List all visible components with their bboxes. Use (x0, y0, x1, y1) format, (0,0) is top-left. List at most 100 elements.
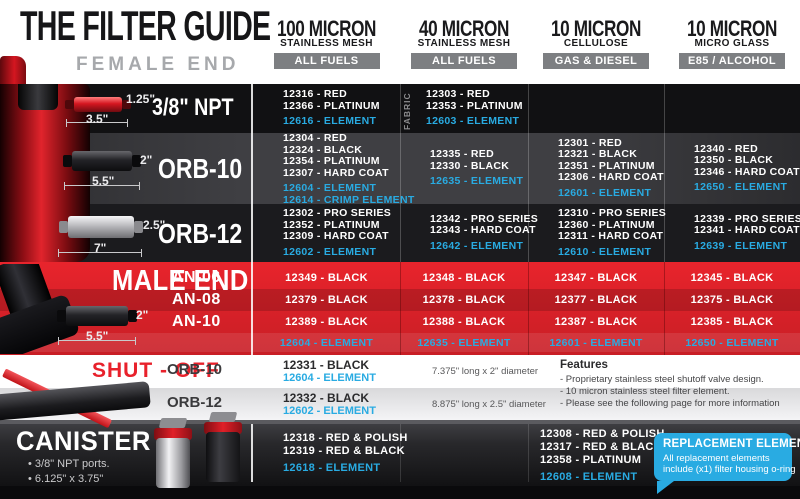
part-number: 12318 - RED & POLISH (283, 432, 408, 444)
part-number: 12343 - HARD COAT (430, 224, 536, 237)
element-part-number: 12650 - ELEMENT (694, 181, 788, 193)
cell-an08-40micron: 12378 - BLACK (422, 294, 506, 306)
cell-an10-40micron: 12388 - BLACK (422, 316, 506, 328)
column-divider (528, 84, 529, 262)
feature-item: - 10 micron stainless steel filter eleme… (560, 386, 730, 397)
row-npt: 1.25" 3.5" 3/8" NPT 12316 - RED 12366 - … (0, 84, 800, 133)
dimension-length: 5.5" (92, 174, 115, 188)
cell-orb12-microglass: 12339 - PRO SERIES 12341 - HARD COAT 126… (664, 204, 800, 262)
part-number: 12304 - RED (283, 132, 347, 144)
part-number: 12308 - RED & POLISH (540, 428, 665, 440)
column-media: MICRO GLASS (694, 38, 770, 49)
part-number: 12360 - PLATINUM (558, 218, 655, 231)
part-number: 12330 - BLACK (430, 159, 510, 172)
cell-orb10-40micron: 12335 - RED 12330 - BLACK 12635 - ELEMEN… (400, 133, 528, 204)
part-number: 12342 - PRO SERIES (430, 212, 539, 225)
part-number: 12310 - PRO SERIES (558, 207, 667, 219)
part-number: 12311 - HARD COAT (558, 230, 664, 242)
cell-npt-40micron: 12303 - RED 12353 - PLATINUM 12603 - ELE… (400, 84, 528, 133)
canister-title: CANISTER (16, 426, 151, 456)
callout-text: All replacement elements (663, 453, 770, 464)
column-media: CELLULOSE (563, 38, 629, 49)
column-divider (528, 262, 529, 355)
part-number: 12307 - HARD COAT (283, 166, 389, 179)
element-part-number: 12618 - ELEMENT (283, 462, 381, 474)
row-label-an10: AN-10 (172, 313, 221, 330)
element-part-number: 12635 - ELEMENT (430, 175, 524, 188)
part-number: 12332 - BLACK (283, 391, 370, 405)
part-number: 12353 - PLATINUM (426, 99, 523, 112)
size-note: 7.375" long x 2" diameter (432, 366, 539, 377)
column-header-10-micron-cellulose: 10 MICRON CELLULOSE GAS & DIESEL (528, 18, 664, 69)
part-number: 12301 - RED (558, 136, 622, 149)
column-divider (528, 424, 529, 482)
cell-an08-100micron: 12379 - BLACK (285, 294, 368, 306)
part-number: 12351 - PLATINUM (558, 159, 655, 172)
black-filter-image (57, 306, 137, 326)
male-end-section (0, 262, 800, 355)
element-part-number: 12604 - ELEMENT (283, 182, 377, 194)
part-number: 12350 - BLACK (694, 154, 774, 166)
part-number: 12306 - HARD COAT (558, 171, 664, 184)
dimension-line (58, 249, 142, 257)
row-label-an06: AN-06 (172, 269, 221, 286)
bottom-bar (0, 486, 800, 499)
column-divider (400, 262, 401, 355)
cell-an06-cellulose: 12347 - BLACK (554, 272, 638, 284)
cell-male-element-cellulose: 12601 - ELEMENT (549, 337, 643, 349)
feature-item: - Please see the following page for more… (560, 398, 780, 409)
column-divider (251, 262, 253, 355)
element-part-number: 12610 - ELEMENT (558, 245, 652, 258)
part-number: 12302 - PRO SERIES (283, 207, 392, 219)
part-number: 12319 - RED & BLACK (283, 445, 405, 457)
part-number: 12340 - RED (694, 142, 758, 155)
cell-male-element-microglass: 12650 - ELEMENT (685, 337, 779, 349)
canister-bullet: • 6.125" x 3.75" (28, 473, 104, 485)
male-end-title: MALE END (112, 265, 249, 297)
shutoff-title: SHUT - OFF (92, 359, 220, 382)
red-filter-photo-top (0, 56, 26, 84)
part-number: 12321 - BLACK (558, 148, 638, 161)
cell-an08-microglass: 12375 - BLACK (690, 294, 774, 306)
part-number: 12358 - PLATINUM (540, 454, 642, 466)
features-title: Features (560, 359, 608, 371)
callout-text: include (x1) filter housing o-ring (663, 464, 796, 475)
row-stripe (0, 289, 800, 311)
element-part-number: 12608 - ELEMENT (540, 471, 638, 483)
cell-orb12-100micron: 12302 - PRO SERIES 12352 - PLATINUM 1230… (253, 204, 400, 262)
column-divider (664, 262, 665, 355)
column-media: STAINLESS MESH (280, 38, 373, 49)
column-header-100-micron: 100 MICRON STAINLESS MESH ALL FUELS (253, 18, 400, 69)
cell-orb10-100micron: 12304 - RED 12324 - BLACK 12354 - PLATIN… (253, 132, 414, 205)
fuel-badge: GAS & DIESEL (543, 53, 649, 69)
column-header-40-micron: 40 MICRON STAINLESS MESH ALL FUELS (400, 18, 528, 69)
page-title: THE FILTER GUIDE (20, 2, 271, 49)
dimension-line (58, 337, 136, 345)
part-number: 12317 - RED & BLACK (540, 441, 662, 453)
column-divider (664, 84, 665, 262)
row-label-npt: 3/8" NPT (152, 94, 234, 121)
column-header-10-micron-microglass: 10 MICRON MICRO GLASS E85 / ALCOHOL (664, 18, 800, 69)
row-label-shutoff-orb12: ORB-12 (167, 394, 223, 411)
platinum-filter-image (59, 216, 143, 238)
element-part-number: 12639 - ELEMENT (694, 239, 788, 252)
red-filter-image (65, 97, 131, 112)
element-part-number: 12601 - ELEMENT (558, 186, 652, 199)
part-number: 12303 - RED (426, 88, 490, 101)
element-part-number: 12642 - ELEMENT (430, 239, 524, 252)
column-micron: 40 MICRON (419, 16, 509, 41)
section-divider (0, 420, 800, 424)
element-part-number: 12616 - ELEMENT (283, 115, 377, 128)
dimension-height: 2" (136, 308, 149, 322)
row-stripe (0, 333, 800, 352)
dimension-line (64, 182, 140, 190)
column-micron: 10 MICRON (551, 16, 641, 41)
part-number: 12331 - BLACK (283, 358, 370, 372)
dimension-height: 2.5" (143, 218, 166, 232)
cell-orb12-40micron: 12342 - PRO SERIES 12343 - HARD COAT 126… (400, 204, 539, 262)
row-label-orb10: ORB-10 (158, 153, 243, 184)
cell-orb12-cellulose: 12310 - PRO SERIES 12360 - PLATINUM 1231… (528, 204, 667, 262)
row-orb12: 2.5" 7" ORB-12 12302 - PRO SERIES 12352 … (0, 204, 800, 262)
fuel-badge: ALL FUELS (411, 53, 517, 69)
